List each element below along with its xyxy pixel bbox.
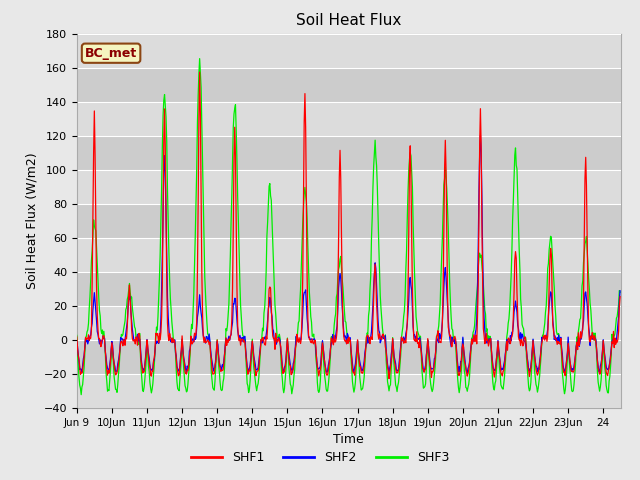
Bar [77, 68, 621, 102]
Y-axis label: Soil Heat Flux (W/m2): Soil Heat Flux (W/m2) [25, 153, 38, 289]
Bar [77, 170, 621, 204]
Bar [77, 34, 621, 68]
Bar [77, 374, 621, 408]
Bar [77, 272, 621, 306]
Bar [77, 340, 621, 374]
Title: Soil Heat Flux: Soil Heat Flux [296, 13, 401, 28]
Text: BC_met: BC_met [85, 47, 137, 60]
X-axis label: Time: Time [333, 433, 364, 446]
Bar [77, 204, 621, 238]
Legend: SHF1, SHF2, SHF3: SHF1, SHF2, SHF3 [186, 446, 454, 469]
Bar [77, 102, 621, 136]
Bar [77, 136, 621, 170]
Bar [77, 306, 621, 340]
Bar [77, 238, 621, 272]
